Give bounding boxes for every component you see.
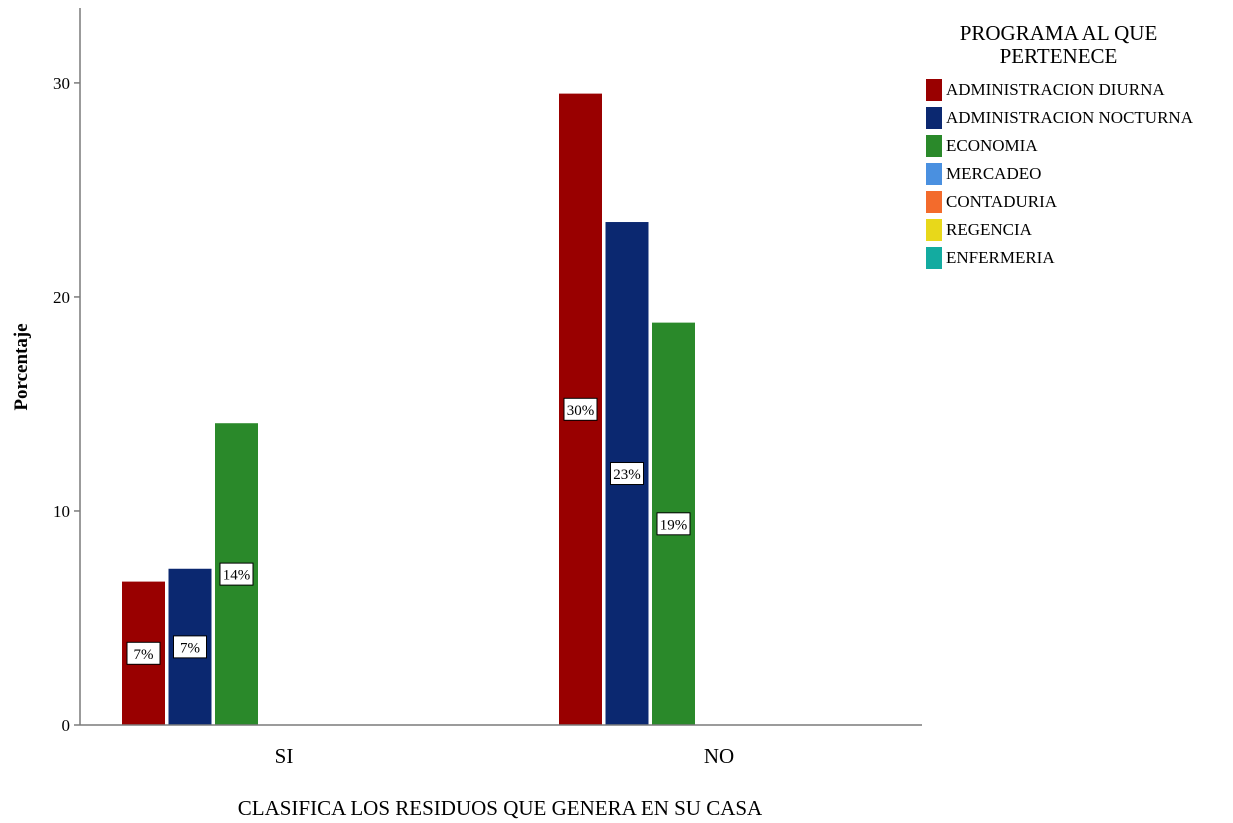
legend-label: ADMINISTRACION DIURNA (946, 80, 1165, 99)
legend-swatch (926, 219, 942, 241)
x-ticks-layer: SI NO (275, 744, 735, 768)
legend-item: ADMINISTRACION NOCTURNA (926, 104, 1226, 132)
legend-label: ENFERMERIA (946, 248, 1055, 267)
y-tick-label: 0 (62, 716, 71, 735)
data-label-box (219, 562, 254, 586)
legend-label: MERCADEO (946, 164, 1042, 183)
legend-item: REGENCIA (926, 216, 1226, 244)
legend-item: CONTADURIA (926, 188, 1226, 216)
data-label: 19% (660, 517, 688, 533)
legend-label: CONTADURIA (946, 192, 1058, 211)
x-axis-label: CLASIFICA LOS RESIDUOS QUE GENERA EN SU … (238, 796, 763, 820)
data-labels-layer: 7% 30% 7% 23% 14% 19% (126, 397, 691, 665)
x-tick-label: NO (704, 744, 734, 768)
legend-item: ADMINISTRACION DIURNA (926, 76, 1226, 104)
legend-items: ADMINISTRACION DIURNA ADMINISTRACION NOCT… (926, 76, 1226, 272)
data-label-box (656, 512, 691, 536)
legend-swatch (926, 107, 942, 129)
legend-swatch (926, 135, 942, 157)
legend: PROGRAMA AL QUE PERTENECE ADMINISTRACION… (926, 22, 1226, 272)
data-label-box (610, 462, 644, 486)
legend-label: REGENCIA (946, 220, 1032, 239)
y-tick-label: 30 (53, 74, 70, 93)
legend-item: MERCADEO (926, 160, 1226, 188)
legend-swatch (926, 163, 942, 185)
legend-swatch (926, 191, 942, 213)
y-tick-label: 20 (53, 288, 70, 307)
legend-title: PROGRAMA AL QUE PERTENECE (959, 21, 1158, 68)
data-label-box (173, 635, 207, 659)
data-label-box (126, 641, 161, 665)
legend-swatch (926, 79, 942, 101)
legend-label: ADMINISTRACION NOCTURNA (946, 108, 1193, 127)
legend-swatch (926, 247, 942, 269)
legend-item: ENFERMERIA (926, 244, 1226, 272)
data-label-box (563, 397, 598, 421)
bars-layer (122, 93, 695, 725)
x-tick-label: SI (275, 744, 294, 768)
y-ticks-layer: 0 10 20 30 (53, 74, 80, 735)
legend-label: ECONOMIA (946, 136, 1038, 155)
y-tick-label: 10 (53, 502, 70, 521)
data-label: 23% (613, 467, 641, 483)
data-label: 7% (180, 640, 200, 656)
data-label: 14% (223, 568, 251, 584)
data-label: 30% (567, 403, 595, 419)
y-axis-label: Porcentaje (11, 323, 32, 410)
data-label: 7% (134, 647, 154, 663)
legend-item: ECONOMIA (926, 132, 1226, 160)
